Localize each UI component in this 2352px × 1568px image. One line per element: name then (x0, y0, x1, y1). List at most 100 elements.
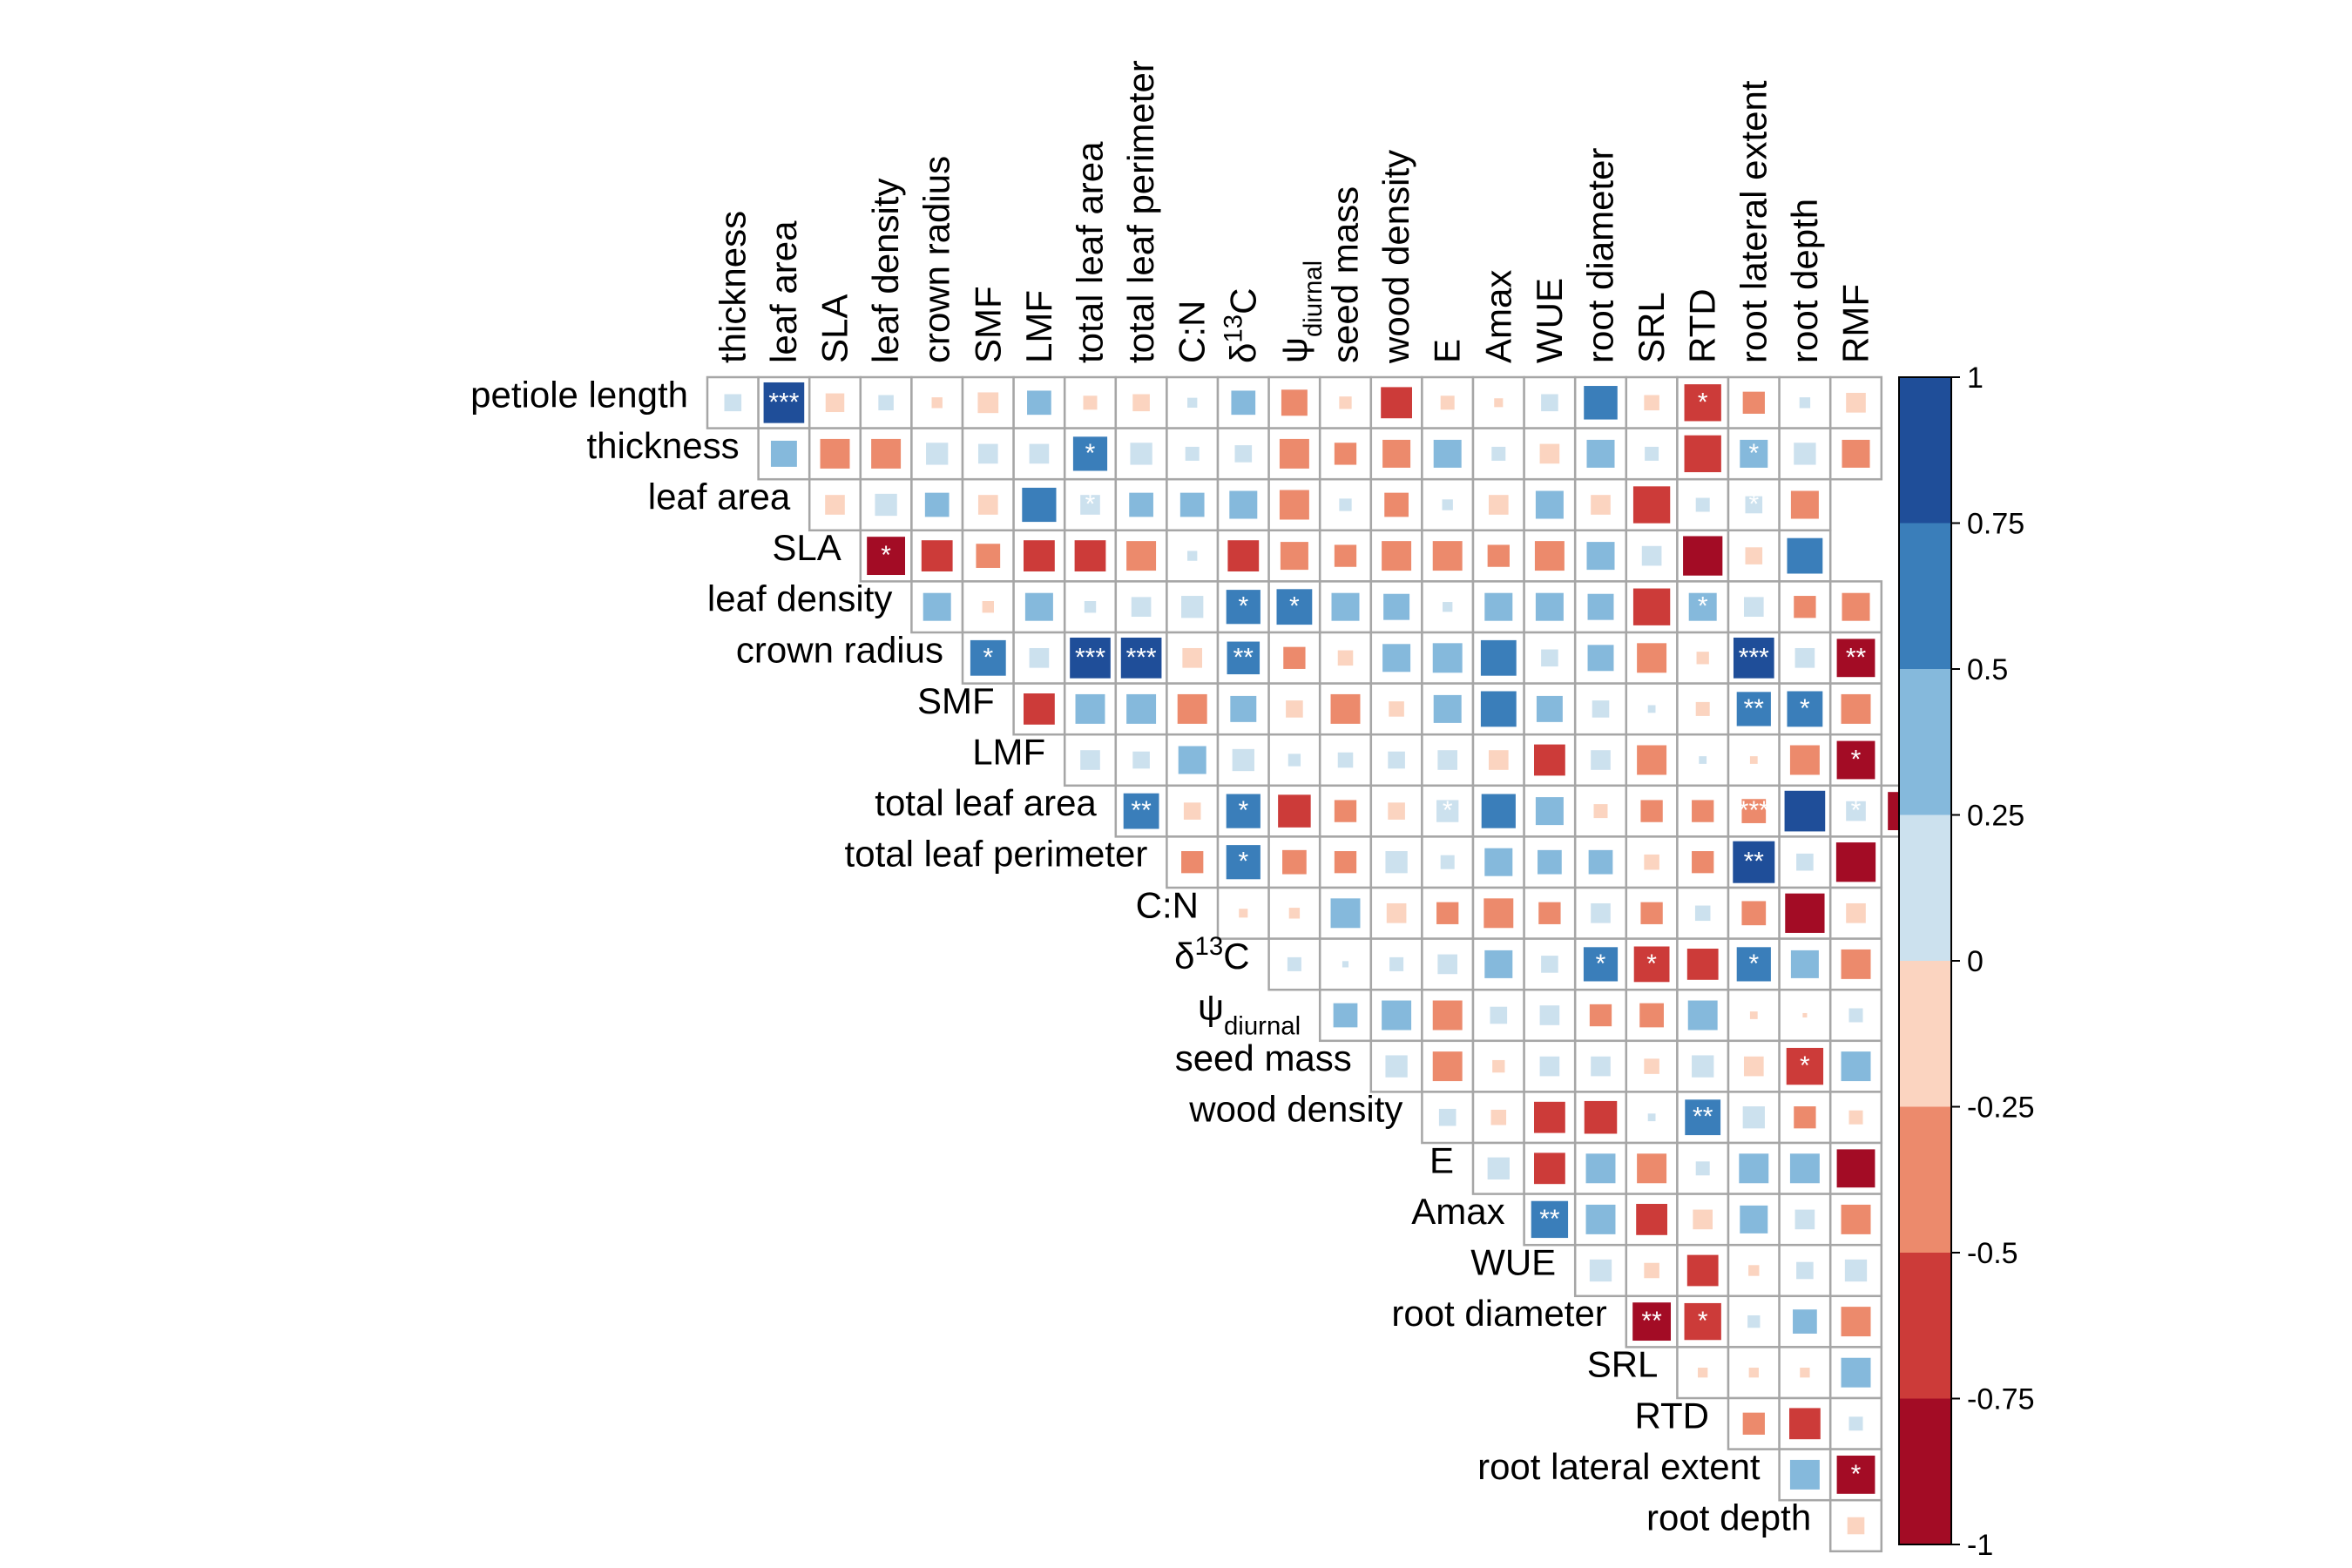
correlation-cell (1471, 580, 1525, 634)
correlation-cell (1778, 375, 1832, 429)
correlation-cell (1369, 631, 1423, 685)
correlation-square (1736, 692, 1771, 727)
correlation-cell (1267, 886, 1321, 940)
row-label-leaf-density: leaf density (707, 578, 892, 619)
correlation-square (977, 443, 998, 464)
row-label-root-depth: root depth (1646, 1497, 1811, 1538)
correlation-square (977, 392, 999, 414)
significance-label: *** (1075, 643, 1105, 672)
correlation-cell (1421, 1091, 1475, 1145)
correlation-square (1645, 446, 1659, 461)
correlation-square (1787, 691, 1823, 727)
correlation-cell (1267, 784, 1321, 838)
significance-label: ** (1744, 848, 1765, 876)
legend-swatch (1899, 961, 1951, 1107)
correlation-cell (1828, 1091, 1883, 1145)
correlation-cell (1625, 1243, 1679, 1298)
correlation-cell (1727, 580, 1781, 634)
correlation-square (1029, 647, 1050, 668)
correlation-square (1538, 902, 1561, 924)
correlation-cell (1828, 1498, 1883, 1553)
correlation-square (825, 495, 845, 515)
correlation-square (1080, 495, 1100, 515)
correlation-cell (1828, 427, 1883, 481)
correlation-cell (1523, 1141, 1577, 1195)
correlation-cell (1778, 1294, 1832, 1348)
correlation-square (1799, 397, 1811, 409)
col-label-leaf-density: leaf density (865, 179, 906, 363)
correlation-square (1633, 946, 1670, 983)
correlation-square (1132, 751, 1150, 769)
correlation-square (1583, 947, 1619, 982)
correlation-cell: * (1828, 1448, 1883, 1502)
correlation-square (1747, 1315, 1761, 1328)
correlation-square (1287, 956, 1301, 971)
correlation-square (1733, 637, 1774, 679)
correlation-square (1480, 639, 1517, 676)
significance-label: * (1800, 1051, 1810, 1080)
correlation-square (1541, 649, 1558, 667)
correlation-square (1692, 1055, 1714, 1078)
correlation-square (1802, 1012, 1808, 1018)
correlation-square (1741, 799, 1767, 823)
correlation-cell (1727, 529, 1781, 583)
correlation-square (1647, 705, 1656, 713)
correlation-cell (1369, 937, 1423, 991)
correlation-square (1492, 1059, 1505, 1073)
correlation-cell (1318, 733, 1373, 787)
correlation-square (1484, 898, 1514, 929)
correlation-cell (1676, 988, 1730, 1043)
significance-label: * (1748, 490, 1759, 519)
correlation-square (1385, 1055, 1408, 1078)
correlation-cell (1676, 529, 1730, 583)
correlation-cell (1573, 1193, 1628, 1247)
correlation-cell (1421, 886, 1475, 940)
correlation-cell (1676, 784, 1730, 838)
correlation-cell (1318, 375, 1373, 429)
row-label-e: E (1429, 1139, 1454, 1180)
legend-swatch (1899, 669, 1951, 815)
correlation-cell (1012, 580, 1066, 634)
correlation-square (1534, 1101, 1565, 1133)
correlation-square (1488, 495, 1509, 515)
correlation-square (1787, 537, 1823, 574)
correlation-cell: ** (1676, 1091, 1730, 1145)
correlation-cell (1523, 835, 1577, 889)
correlation-square (1286, 700, 1303, 718)
significance-label: * (1698, 388, 1708, 416)
correlation-square (1232, 748, 1254, 772)
col-label-root-lateral-extent: root lateral extent (1733, 80, 1774, 363)
correlation-square (1436, 902, 1459, 924)
correlation-cell (1727, 886, 1781, 940)
correlation-cell: *** (757, 375, 811, 429)
correlation-square (1688, 592, 1717, 621)
correlation-square (1331, 592, 1360, 621)
correlation-cell (1114, 427, 1168, 481)
correlation-cell (1778, 784, 1832, 838)
correlation-cell (1012, 631, 1066, 685)
correlation-cell (1421, 375, 1475, 429)
row-label-leaf-area: leaf area (648, 476, 791, 517)
correlation-cell (1778, 733, 1832, 787)
correlation-square (982, 601, 994, 613)
correlation-cell (1318, 835, 1373, 889)
legend-tick-label: 0.75 (1967, 508, 2024, 541)
correlation-square (1484, 592, 1513, 621)
col-label-lmf: LMF (1018, 290, 1059, 363)
correlation-square (1790, 950, 1819, 978)
correlation-square (1227, 641, 1260, 675)
correlation-square (1841, 949, 1871, 979)
correlation-square (1742, 1412, 1765, 1435)
correlation-square (1491, 446, 1506, 461)
correlation-square (1587, 593, 1614, 620)
correlation-cell (1318, 631, 1373, 685)
correlation-square (921, 540, 953, 571)
correlation-square (1120, 637, 1162, 679)
row-label-diurnal: ψdiurnal (1198, 987, 1301, 1041)
correlation-square (1644, 1058, 1659, 1074)
correlation-cell (961, 375, 1015, 429)
significance-label: * (1698, 592, 1708, 621)
correlation-cell (1318, 988, 1373, 1043)
correlation-square (1644, 395, 1659, 411)
correlation-cell (1166, 529, 1220, 583)
